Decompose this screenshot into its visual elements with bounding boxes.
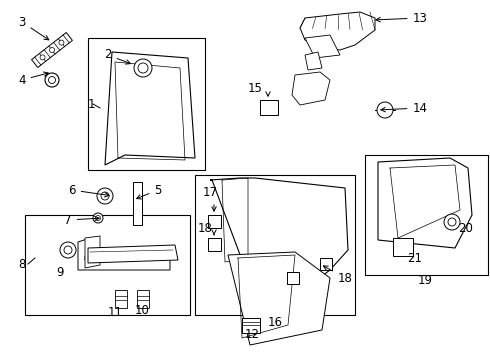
Text: 11: 11 [107,306,122,319]
Polygon shape [31,32,73,67]
Bar [208,215,221,228]
Circle shape [377,102,393,118]
Bar [393,238,413,256]
Text: 2: 2 [104,49,130,64]
Polygon shape [152,60,164,76]
Text: 18: 18 [197,221,213,234]
Circle shape [134,59,152,77]
Circle shape [444,214,460,230]
Text: 3: 3 [18,15,49,40]
Bar [320,258,332,270]
Text: 21: 21 [408,252,422,265]
Polygon shape [292,72,330,105]
Text: 4: 4 [18,72,49,86]
Circle shape [45,73,59,87]
Polygon shape [78,238,170,270]
Circle shape [138,63,148,73]
Bar [137,290,149,308]
Text: 5: 5 [137,184,162,199]
Text: 1: 1 [88,98,96,111]
Polygon shape [305,35,340,58]
Circle shape [96,216,100,220]
Bar [242,318,260,333]
Circle shape [49,48,54,53]
Text: 19: 19 [417,274,433,287]
Circle shape [101,192,109,200]
Polygon shape [88,245,178,263]
Bar [88,38,205,170]
Text: 17: 17 [202,185,218,198]
Bar [287,272,299,284]
Bar [25,215,190,315]
Text: 20: 20 [458,221,473,234]
Text: 14: 14 [381,102,427,114]
Text: 18: 18 [323,266,352,284]
Text: 9: 9 [56,266,64,279]
Polygon shape [228,252,330,345]
Circle shape [93,213,103,223]
Circle shape [60,242,76,258]
Polygon shape [85,236,100,268]
Text: 15: 15 [247,81,263,94]
Polygon shape [378,158,472,248]
Circle shape [64,246,72,254]
Bar [115,290,127,308]
Text: 16: 16 [268,315,283,328]
Circle shape [97,188,113,204]
Polygon shape [105,52,195,165]
Text: 12: 12 [245,328,260,342]
Polygon shape [300,12,375,50]
Circle shape [49,77,55,84]
Circle shape [59,40,64,45]
Polygon shape [210,178,348,298]
Circle shape [448,218,456,226]
Text: 6: 6 [68,184,109,197]
Bar [365,155,488,275]
Polygon shape [305,52,322,70]
Circle shape [40,55,45,60]
Polygon shape [133,182,142,225]
Bar [208,238,221,251]
Bar [260,100,278,115]
Text: 13: 13 [376,12,427,24]
Bar [195,175,355,315]
Text: 10: 10 [135,303,149,316]
Text: 7: 7 [64,213,99,226]
Text: 8: 8 [18,257,25,270]
